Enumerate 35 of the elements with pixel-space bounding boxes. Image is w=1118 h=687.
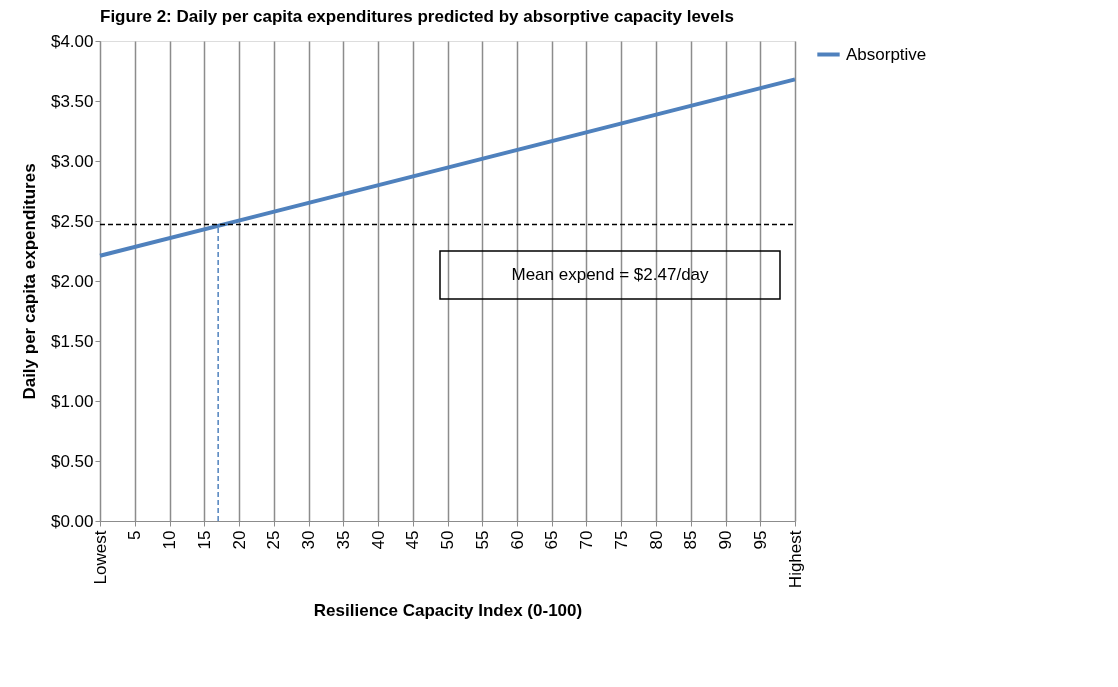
x-tick-label: 50 bbox=[438, 530, 457, 550]
y-tick-label: $0.50 bbox=[50, 451, 94, 471]
chart-title: Figure 2: Daily per capita expenditures predicted by absorptive capacity levels bbox=[100, 7, 734, 26]
x-tick-label: 85 bbox=[681, 530, 701, 550]
y-tick-label: $4.00 bbox=[50, 31, 94, 51]
x-tick-label: 55 bbox=[472, 530, 492, 550]
y-tick-label: $0.00 bbox=[50, 511, 94, 531]
y-tick-label: $2.50 bbox=[50, 211, 94, 231]
x-tick-label: 45 bbox=[403, 530, 423, 550]
x-axis-title: Resilience Capacity Index (0-100) bbox=[313, 601, 583, 621]
x-tick-label: 5 bbox=[125, 530, 145, 540]
x-tick-label: Lowest bbox=[90, 530, 110, 585]
x-tick-label: 25 bbox=[264, 530, 284, 550]
y-tick-label: $1.50 bbox=[50, 331, 94, 351]
x-tick-label: 35 bbox=[333, 530, 353, 550]
x-tick-label: 10 bbox=[160, 530, 179, 550]
y-axis-title: Daily per capita expenditures bbox=[19, 163, 39, 400]
x-tick-label: 15 bbox=[194, 530, 214, 550]
legend-label: Absorptive bbox=[846, 44, 927, 64]
y-tick-label: $1.00 bbox=[50, 391, 94, 411]
x-tick-label: 70 bbox=[577, 530, 596, 550]
annotation: Mean expend = $2.47/day bbox=[511, 265, 710, 284]
x-tick-label: 30 bbox=[299, 530, 318, 550]
x-tick-label: 40 bbox=[368, 530, 388, 550]
y-tick-label: $3.00 bbox=[50, 151, 94, 171]
x-tick-label: 65 bbox=[542, 530, 562, 550]
y-tick-label: $3.50 bbox=[50, 91, 94, 111]
x-tick-label: 75 bbox=[611, 530, 631, 550]
x-tick-label: Highest bbox=[785, 530, 805, 589]
x-tick-label: 20 bbox=[229, 530, 249, 550]
x-tick-label: 80 bbox=[646, 530, 666, 550]
x-tick-label: 60 bbox=[507, 530, 527, 550]
x-tick-label: 95 bbox=[750, 530, 770, 550]
y-tick-label: $2.00 bbox=[50, 271, 94, 291]
x-tick-label: 90 bbox=[716, 530, 735, 550]
